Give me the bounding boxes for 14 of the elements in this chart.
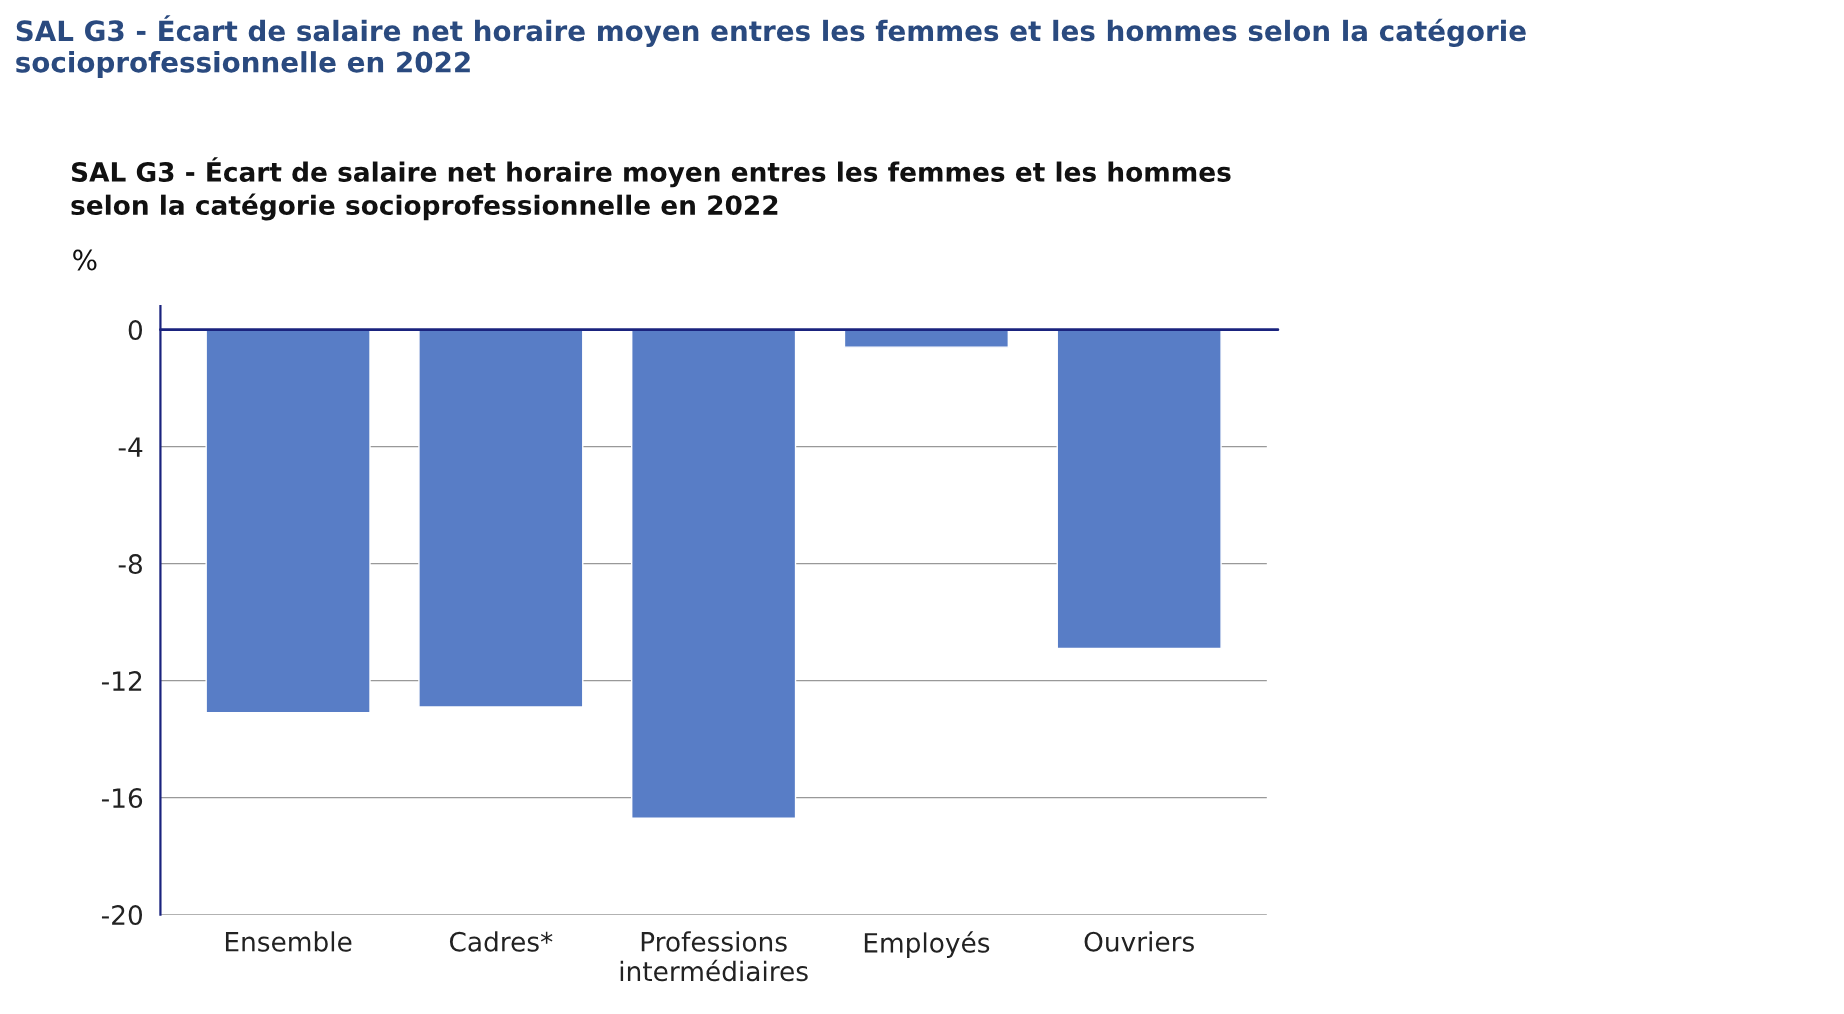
y-tick-label: 0: [128, 320, 143, 341]
x-tick-label: Ouvriers: [1084, 931, 1194, 952]
y-tick-label: -12: [101, 671, 142, 691]
y-axis-title: %: [73, 249, 97, 271]
y-tick-label: -4: [118, 437, 143, 457]
x-tick-label: Ensemble: [225, 931, 352, 952]
x-tick-label: Employés: [864, 931, 990, 958]
x-tick-label: Cadres*: [449, 931, 553, 952]
y-tick-label: -16: [101, 788, 143, 809]
chart-title: SAL G3 - Écart de salaire net horaire moyen entres les femmes et les hommes selon la catégorie socioprofessionnelle en 2022: [16, 15, 1526, 79]
x-tick-label: Professions intermédiaires: [620, 931, 808, 982]
y-tick-label: -8: [118, 554, 142, 575]
chart-subtitle: SAL G3 - Écart de salaire net horaire moyen entres les femmes et les hommes selon la catégorie socioprofessionnelle en 2022: [71, 157, 1231, 221]
y-tick-label: -20: [101, 905, 143, 926]
